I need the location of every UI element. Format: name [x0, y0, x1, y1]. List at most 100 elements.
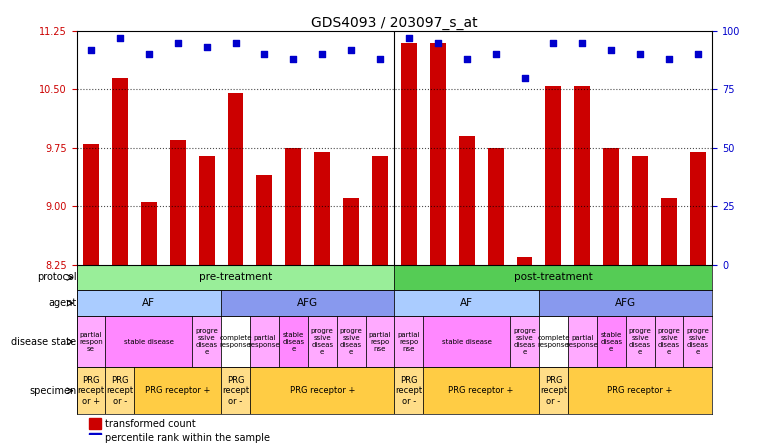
- Point: [142, 51, 155, 58]
- Point: [547, 39, 559, 46]
- Text: agent: agent: [48, 298, 77, 308]
- Point: [85, 46, 97, 53]
- Bar: [141, 202, 157, 265]
- Text: complete
response: complete response: [219, 335, 252, 348]
- Point: [663, 56, 675, 63]
- FancyBboxPatch shape: [394, 316, 424, 367]
- Point: [316, 51, 329, 58]
- Bar: [170, 140, 185, 265]
- Text: PRG receptor +: PRG receptor +: [145, 386, 211, 395]
- FancyBboxPatch shape: [394, 367, 424, 414]
- Text: PRG
recept
or -: PRG recept or -: [106, 376, 133, 406]
- FancyBboxPatch shape: [394, 265, 712, 290]
- FancyBboxPatch shape: [106, 367, 134, 414]
- FancyBboxPatch shape: [683, 316, 712, 367]
- Text: AFG: AFG: [615, 298, 637, 308]
- Text: partial
response: partial response: [567, 335, 598, 348]
- Text: PRG receptor +: PRG receptor +: [607, 386, 673, 395]
- Bar: [632, 156, 648, 265]
- Point: [432, 39, 444, 46]
- Text: pre-treatment: pre-treatment: [199, 273, 272, 282]
- Point: [345, 46, 357, 53]
- FancyBboxPatch shape: [77, 367, 106, 414]
- Bar: [430, 43, 446, 265]
- Bar: [228, 93, 244, 265]
- Point: [114, 35, 126, 42]
- FancyBboxPatch shape: [221, 367, 250, 414]
- Bar: [198, 156, 214, 265]
- Point: [576, 39, 588, 46]
- Point: [692, 51, 704, 58]
- FancyBboxPatch shape: [539, 290, 712, 316]
- Text: PRG
recept
or -: PRG recept or -: [222, 376, 249, 406]
- FancyBboxPatch shape: [308, 316, 337, 367]
- Text: AF: AF: [142, 298, 155, 308]
- Bar: [545, 86, 561, 265]
- Bar: [112, 78, 128, 265]
- Text: progre
ssive
diseas
e: progre ssive diseas e: [195, 328, 218, 355]
- Text: progre
ssive
diseas
e: progre ssive diseas e: [686, 328, 709, 355]
- FancyBboxPatch shape: [539, 316, 568, 367]
- Text: PRG
recept
or -: PRG recept or -: [540, 376, 567, 406]
- Point: [460, 56, 473, 63]
- Text: stable
diseas
e: stable diseas e: [283, 332, 304, 352]
- Text: progre
ssive
diseas
e: progre ssive diseas e: [340, 328, 362, 355]
- Point: [374, 56, 386, 63]
- Bar: [257, 175, 273, 265]
- Point: [634, 51, 647, 58]
- FancyBboxPatch shape: [192, 316, 221, 367]
- Point: [489, 51, 502, 58]
- Bar: [459, 136, 475, 265]
- Bar: [574, 86, 591, 265]
- Bar: [516, 257, 532, 265]
- Bar: [343, 198, 359, 265]
- Text: post-treatment: post-treatment: [514, 273, 593, 282]
- Text: partial
respo
nse: partial respo nse: [368, 332, 391, 352]
- FancyBboxPatch shape: [626, 316, 655, 367]
- Point: [605, 46, 617, 53]
- FancyBboxPatch shape: [365, 316, 394, 367]
- Text: disease state: disease state: [11, 337, 77, 347]
- Text: complete
response: complete response: [537, 335, 570, 348]
- FancyBboxPatch shape: [568, 316, 597, 367]
- FancyBboxPatch shape: [597, 316, 626, 367]
- FancyBboxPatch shape: [424, 367, 539, 414]
- Text: partial
respo
nse: partial respo nse: [398, 332, 421, 352]
- Bar: [90, 418, 101, 429]
- FancyBboxPatch shape: [394, 290, 539, 316]
- Bar: [604, 148, 619, 265]
- FancyBboxPatch shape: [250, 367, 394, 414]
- Text: AFG: AFG: [297, 298, 319, 308]
- Text: PRG
recept
or +: PRG recept or +: [77, 376, 105, 406]
- FancyBboxPatch shape: [337, 316, 365, 367]
- Bar: [401, 43, 417, 265]
- Title: GDS4093 / 203097_s_at: GDS4093 / 203097_s_at: [311, 16, 478, 30]
- Text: progre
ssive
diseas
e: progre ssive diseas e: [311, 328, 334, 355]
- Text: progre
ssive
diseas
e: progre ssive diseas e: [629, 328, 652, 355]
- Point: [403, 35, 415, 42]
- Point: [172, 39, 184, 46]
- Point: [201, 44, 213, 51]
- Bar: [690, 152, 706, 265]
- Text: progre
ssive
diseas
e: progre ssive diseas e: [513, 328, 536, 355]
- Text: stable disease: stable disease: [124, 339, 174, 345]
- Bar: [286, 148, 301, 265]
- Text: PRG
recept
or -: PRG recept or -: [395, 376, 423, 406]
- FancyBboxPatch shape: [655, 316, 683, 367]
- Text: transformed count: transformed count: [105, 419, 196, 428]
- Bar: [314, 152, 330, 265]
- FancyBboxPatch shape: [221, 290, 394, 316]
- FancyBboxPatch shape: [250, 316, 279, 367]
- FancyBboxPatch shape: [77, 316, 106, 367]
- FancyBboxPatch shape: [134, 367, 221, 414]
- Bar: [661, 198, 677, 265]
- Point: [287, 56, 300, 63]
- Text: protocol: protocol: [37, 273, 77, 282]
- Text: PRG receptor +: PRG receptor +: [290, 386, 355, 395]
- Text: progre
ssive
diseas
e: progre ssive diseas e: [658, 328, 680, 355]
- Point: [258, 51, 270, 58]
- Text: stable
diseas
e: stable diseas e: [601, 332, 622, 352]
- Text: stable disease: stable disease: [442, 339, 492, 345]
- Text: percentile rank within the sample: percentile rank within the sample: [105, 433, 270, 443]
- FancyBboxPatch shape: [539, 367, 568, 414]
